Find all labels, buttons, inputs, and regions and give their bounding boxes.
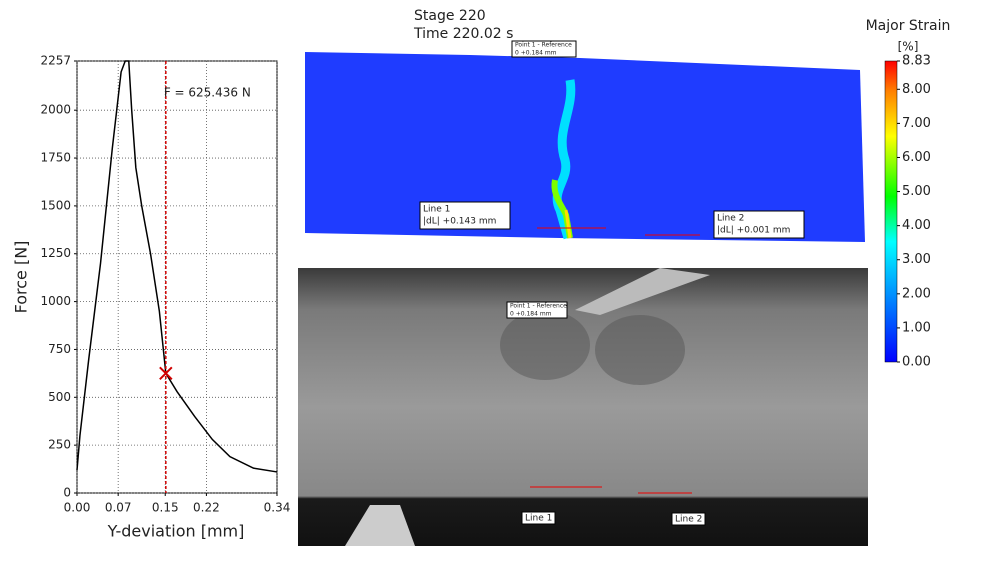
line2-label: Line 2 bbox=[675, 515, 702, 525]
plot-frame bbox=[76, 60, 278, 494]
x-tick-label: 0.07 bbox=[105, 501, 132, 515]
point-label: Point 1 - Reference bbox=[515, 42, 572, 49]
colorbar: Major Strain [%] 0.00 1.00 2.00 3.00 4.00 5.0… bbox=[866, 18, 951, 370]
colorbar-tick-label: 8.00 bbox=[902, 82, 931, 97]
y-tick-label: 1500 bbox=[40, 198, 71, 212]
x-tick-label: 0.34 bbox=[264, 501, 291, 515]
point-box bbox=[511, 40, 577, 58]
specimen-photo bbox=[298, 268, 868, 546]
strain-field bbox=[305, 52, 865, 242]
line1-box bbox=[521, 511, 556, 525]
colorbar-scale bbox=[884, 60, 898, 363]
y-tick-label: 500 bbox=[48, 390, 71, 404]
colorbar-tick-label: 1.00 bbox=[902, 320, 931, 335]
line2-box bbox=[671, 512, 706, 526]
point-value: 0 +0.184 mm bbox=[510, 311, 552, 318]
colorbar-tick-label: 3.00 bbox=[902, 252, 931, 267]
y-tick-label: 750 bbox=[48, 342, 71, 356]
line2-value: |dL| +0.001 mm bbox=[717, 226, 790, 236]
crack-core bbox=[564, 209, 572, 239]
y-tick-label: 0 bbox=[63, 486, 71, 500]
point-value: 0 +0.184 mm bbox=[515, 50, 557, 57]
colorbar-tick-label: 7.00 bbox=[902, 116, 931, 131]
cursor-marker bbox=[159, 366, 173, 380]
camera-image: Point 1 - Reference 0 +0.184 mm Line 1 L… bbox=[298, 268, 868, 546]
time: Time 220.02 s bbox=[413, 26, 513, 42]
x-axis-label: Y-deviation [mm] bbox=[107, 522, 245, 541]
shadow bbox=[500, 310, 590, 380]
cursor-label: F = 625.436 N bbox=[164, 86, 251, 100]
colorbar-tick-label: 8.83 bbox=[902, 54, 931, 69]
line1-label: Line 1 bbox=[525, 514, 552, 524]
line2-box bbox=[713, 210, 805, 239]
stage: Stage 220 bbox=[414, 8, 486, 24]
y-tick-label: 1750 bbox=[40, 151, 71, 165]
y-tick-label: 2257 bbox=[40, 54, 71, 68]
x-tick-label: 0.00 bbox=[64, 501, 91, 515]
colorbar-unit: [%] bbox=[898, 40, 919, 54]
force-chart: Force [N] Y-deviation [mm] 0 250 500 750 100… bbox=[12, 54, 291, 541]
shadow bbox=[595, 315, 685, 385]
colorbar-title: Major Strain bbox=[866, 18, 951, 34]
colorbar-tick-label: 5.00 bbox=[902, 184, 931, 199]
line2-label: Line 2 bbox=[717, 214, 744, 224]
y-tick-label: 1000 bbox=[40, 294, 71, 308]
support bbox=[345, 505, 415, 546]
x-tick-label: 0.22 bbox=[193, 501, 220, 515]
line1-box bbox=[419, 201, 511, 230]
line1-value: |dL| +0.143 mm bbox=[423, 217, 496, 227]
colorbar-tick-label: 4.00 bbox=[902, 218, 931, 233]
colorbar-tick-label: 6.00 bbox=[902, 150, 931, 165]
loading-pin bbox=[575, 268, 710, 315]
x-tick-label: 0.15 bbox=[152, 501, 179, 515]
strain-map: Point 1 - Reference 0 +0.184 mm Line 1 |… bbox=[305, 8, 865, 242]
point-label: Point 1 - Reference bbox=[510, 303, 567, 310]
y-tick-label: 1250 bbox=[40, 246, 71, 260]
point-box bbox=[506, 301, 568, 319]
force-curve bbox=[76, 60, 278, 473]
y-axis-label: Force [N] bbox=[12, 241, 31, 314]
y-tick-label: 2000 bbox=[40, 103, 71, 117]
colorbar-tick-label: 2.00 bbox=[902, 286, 931, 301]
colorbar-tick-label: 0.00 bbox=[902, 355, 931, 370]
line1-label: Line 1 bbox=[423, 205, 450, 215]
y-tick-label: 250 bbox=[48, 438, 71, 452]
